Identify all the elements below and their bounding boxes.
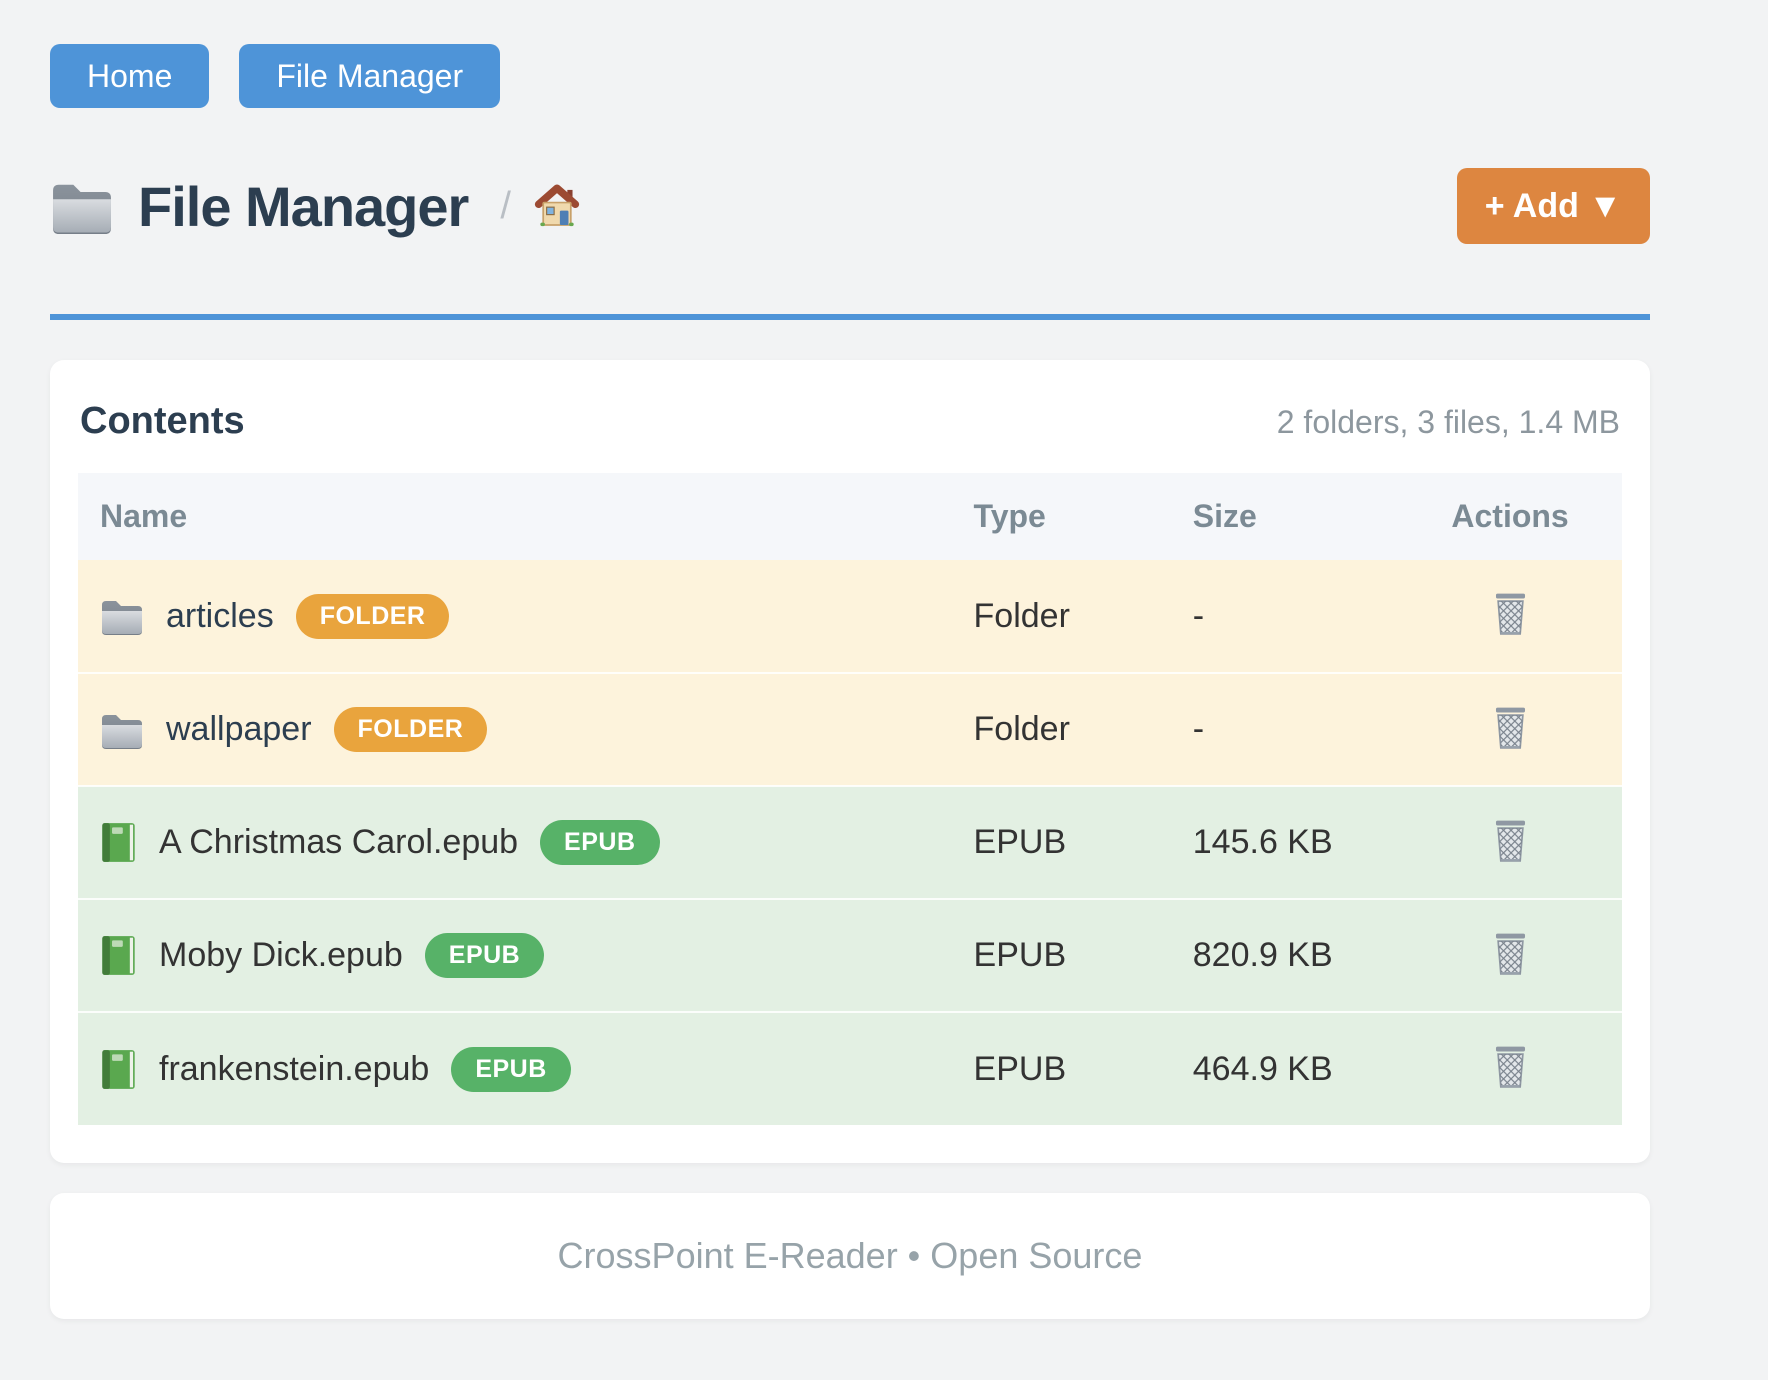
size-cell: - xyxy=(1193,560,1398,673)
table-row: Moby Dick.epub EPUB EPUB 820.9 KB xyxy=(78,899,1622,1012)
top-nav: Home File Manager xyxy=(50,44,1650,108)
column-header-name: Name xyxy=(78,473,974,560)
trash-icon xyxy=(1492,592,1529,635)
contents-title: Contents xyxy=(80,400,245,443)
file-link[interactable]: articles xyxy=(166,597,274,636)
file-table: Name Type Size Actions xyxy=(78,473,1622,1125)
file-link[interactable]: Moby Dick.epub xyxy=(159,936,403,975)
delete-button[interactable] xyxy=(1488,928,1533,979)
table-row: articles FOLDER Folder - xyxy=(78,560,1622,673)
trash-icon xyxy=(1492,819,1529,862)
type-badge: FOLDER xyxy=(296,594,450,639)
folder-icon xyxy=(100,711,144,749)
delete-button[interactable] xyxy=(1488,815,1533,866)
page-title: File Manager / xyxy=(50,174,580,239)
folder-icon xyxy=(50,179,114,234)
contents-card: Contents 2 folders, 3 files, 1.4 MB Name… xyxy=(50,360,1650,1163)
home-icon[interactable] xyxy=(534,184,580,228)
type-badge: EPUB xyxy=(425,933,544,978)
size-cell: - xyxy=(1193,673,1398,786)
nav-button-home[interactable]: Home xyxy=(50,44,209,108)
column-header-type: Type xyxy=(974,473,1193,560)
footer-text: CrossPoint E-Reader • Open Source xyxy=(558,1235,1143,1276)
file-link[interactable]: A Christmas Carol.epub xyxy=(159,823,518,862)
file-link[interactable]: frankenstein.epub xyxy=(159,1050,429,1089)
type-cell: EPUB xyxy=(974,899,1193,1012)
type-cell: Folder xyxy=(974,673,1193,786)
page-title-text: File Manager xyxy=(138,174,468,239)
delete-button[interactable] xyxy=(1488,588,1533,639)
page: Home File Manager File Manager / xyxy=(50,0,1650,1319)
type-badge: FOLDER xyxy=(334,707,488,752)
table-row: frankenstein.epub EPUB EPUB 464.9 KB xyxy=(78,1012,1622,1125)
size-cell: 820.9 KB xyxy=(1193,899,1398,1012)
contents-card-header: Contents 2 folders, 3 files, 1.4 MB xyxy=(80,400,1620,443)
type-badge: EPUB xyxy=(540,820,659,865)
breadcrumb: / xyxy=(500,185,510,228)
column-header-actions: Actions xyxy=(1398,473,1622,560)
book-icon xyxy=(100,1049,137,1090)
size-cell: 464.9 KB xyxy=(1193,1012,1398,1125)
delete-button[interactable] xyxy=(1488,702,1533,753)
folder-icon xyxy=(100,597,144,635)
add-button[interactable]: + Add ▼ xyxy=(1457,168,1650,244)
trash-icon xyxy=(1492,1045,1529,1088)
file-link[interactable]: wallpaper xyxy=(166,710,312,749)
page-header: File Manager / + Add ▼ xyxy=(50,168,1650,320)
trash-icon xyxy=(1492,932,1529,975)
footer-card: CrossPoint E-Reader • Open Source xyxy=(50,1193,1650,1319)
file-table-body: articles FOLDER Folder - xyxy=(78,560,1622,1125)
trash-icon xyxy=(1492,706,1529,749)
type-badge: EPUB xyxy=(451,1047,570,1092)
delete-button[interactable] xyxy=(1488,1041,1533,1092)
file-table-header-row: Name Type Size Actions xyxy=(78,473,1622,560)
table-row: A Christmas Carol.epub EPUB EPUB 145.6 K… xyxy=(78,786,1622,899)
nav-button-file-manager[interactable]: File Manager xyxy=(239,44,500,108)
book-icon xyxy=(100,822,137,863)
contents-summary: 2 folders, 3 files, 1.4 MB xyxy=(1277,404,1620,441)
column-header-size: Size xyxy=(1193,473,1398,560)
size-cell: 145.6 KB xyxy=(1193,786,1398,899)
type-cell: Folder xyxy=(974,560,1193,673)
table-row: wallpaper FOLDER Folder - xyxy=(78,673,1622,786)
type-cell: EPUB xyxy=(974,786,1193,899)
type-cell: EPUB xyxy=(974,1012,1193,1125)
book-icon xyxy=(100,935,137,976)
